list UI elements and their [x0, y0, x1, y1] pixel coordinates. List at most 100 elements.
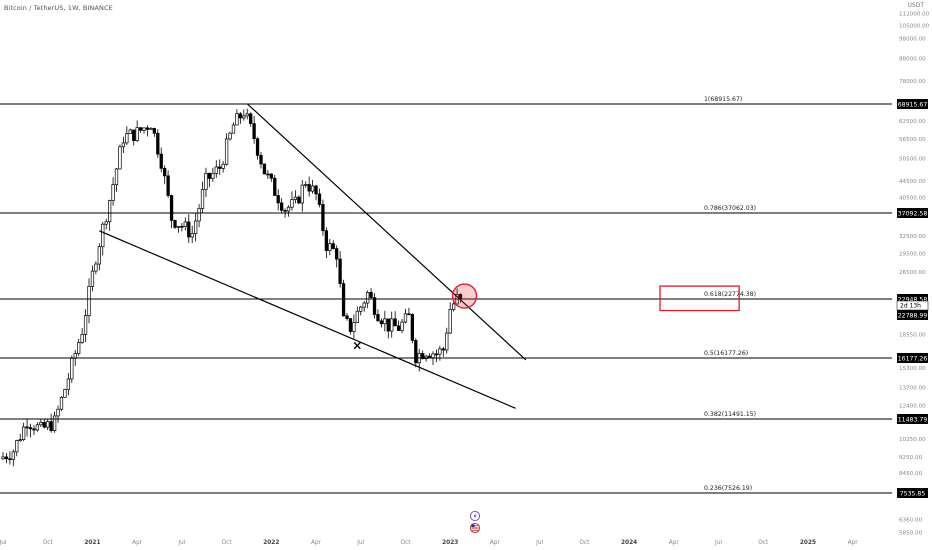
- candle-body: [235, 113, 239, 126]
- candle-body: [317, 193, 322, 205]
- candle-body: [94, 263, 98, 272]
- candle-body: [242, 115, 246, 119]
- candle-body: [338, 258, 342, 284]
- candle-body: [390, 318, 394, 332]
- candle-body: [163, 167, 167, 177]
- candle-body: [238, 113, 243, 119]
- fib-price-tag-text: 22948.58: [898, 296, 928, 303]
- candle-body: [145, 127, 150, 130]
- candle-body: [279, 202, 284, 211]
- candle-body: [448, 309, 452, 334]
- candle-body: [434, 353, 439, 356]
- candle-body: [383, 318, 387, 325]
- time-axis-tick-label: 2025: [800, 540, 816, 546]
- candle-body: [228, 132, 232, 140]
- time-axis-tick-label: 2022: [263, 540, 279, 546]
- trendline-upper-wedge: [246, 103, 527, 361]
- candle-body: [441, 348, 445, 351]
- candle-body: [362, 302, 366, 308]
- candle-body: [104, 221, 108, 225]
- candle-body: [149, 128, 153, 130]
- candle-body: [135, 127, 139, 142]
- time-axis-tick-label: Oct: [222, 540, 233, 546]
- highlight-rectangle: [659, 285, 740, 312]
- candle-body: [396, 325, 401, 331]
- candle-body: [231, 124, 236, 134]
- candle-body: [341, 283, 346, 317]
- x-marker-annotation: ×: [352, 338, 362, 352]
- candle-body: [293, 196, 298, 200]
- candle-body: [310, 185, 315, 192]
- candle-body: [18, 439, 22, 441]
- candle-body: [66, 378, 71, 390]
- candle-body: [386, 318, 390, 332]
- candle-body: [63, 389, 67, 398]
- price-axis-tick-label: 9250.00: [899, 455, 923, 461]
- candle-body: [379, 320, 384, 325]
- candle-body: [304, 184, 308, 186]
- time-axis-tick-label: Apr: [311, 540, 322, 546]
- candle-body: [107, 200, 112, 223]
- time-axis-tick-label: Apr: [490, 540, 501, 546]
- candle-body: [283, 210, 287, 212]
- candle-body: [314, 185, 318, 195]
- fib-level-label: 1(68915.67): [704, 96, 742, 103]
- price-axis-tick-label: 78000.00: [899, 79, 926, 85]
- price-axis-tick-label: 56500.00: [899, 137, 926, 143]
- candle-body: [166, 175, 170, 196]
- candle-body: [207, 172, 212, 179]
- candle-body: [97, 246, 101, 265]
- price-axis-tick-label: 105000.00: [899, 24, 930, 30]
- time-axis-tick-label: Oct: [400, 540, 411, 546]
- fib-levels-layer: 1(68915.67) 68915.67 0.786(37062.03) 37092.…: [0, 96, 929, 498]
- candle-body: [259, 154, 263, 165]
- candle-body: [152, 128, 157, 134]
- candle-body: [421, 353, 425, 360]
- candle-body: [204, 172, 208, 190]
- candle-body: [345, 315, 349, 319]
- candle-body: [111, 184, 115, 201]
- price-axis-tick-label: 40500.00: [899, 195, 926, 201]
- candle-body: [438, 348, 442, 355]
- time-axis-tick-label: 2023: [442, 540, 458, 546]
- candle-body: [321, 204, 325, 232]
- time-axis-tick-label: Jul: [356, 540, 364, 546]
- candle-body: [1, 456, 5, 460]
- candle-body: [445, 332, 449, 351]
- price-axis-tick-label: 5850.00: [899, 530, 923, 536]
- candle-body: [324, 230, 329, 251]
- candle-body: [46, 421, 50, 428]
- candle-body: [28, 427, 33, 430]
- candle-body: [35, 424, 40, 431]
- fib-price-tag-text: 16177.26: [898, 355, 928, 362]
- symbol-title: Bitcoin / TetherUS, 1W, BINANCE: [4, 4, 113, 12]
- candle-body: [269, 173, 273, 179]
- candle-body: [42, 422, 46, 428]
- candle-body: [180, 225, 184, 228]
- price-axis-tick-label: 32500.00: [899, 234, 926, 240]
- time-axis-tick-label: Jul: [0, 540, 7, 546]
- close-price-tag: [897, 310, 928, 320]
- candle-body: [218, 166, 222, 169]
- candle-body: [266, 173, 270, 176]
- price-axis-tick-label: 29500.00: [899, 251, 926, 257]
- close-price-tag-text: 22788.99: [898, 312, 928, 319]
- candle-body: [369, 292, 373, 298]
- candle-body: [59, 396, 64, 410]
- candle-body: [169, 195, 174, 221]
- candle-body: [52, 415, 57, 432]
- fib-price-tag-text: 37092.58: [898, 210, 928, 217]
- candle-body: [286, 206, 291, 212]
- candle-body: [4, 456, 9, 460]
- fib-price-tag-text: 68915.67: [898, 101, 928, 108]
- candle-body: [393, 318, 397, 327]
- time-axis-tick-label: Oct: [43, 540, 54, 546]
- time-axis-tick-label: Oct: [579, 540, 590, 546]
- time-axis-tick-label: Jul: [177, 540, 185, 546]
- fib-price-tag: [897, 99, 928, 109]
- price-axis-tick-label: 13700.00: [899, 386, 926, 392]
- candle-body: [87, 286, 91, 316]
- candle-body: [355, 310, 359, 324]
- candle-body: [77, 342, 81, 354]
